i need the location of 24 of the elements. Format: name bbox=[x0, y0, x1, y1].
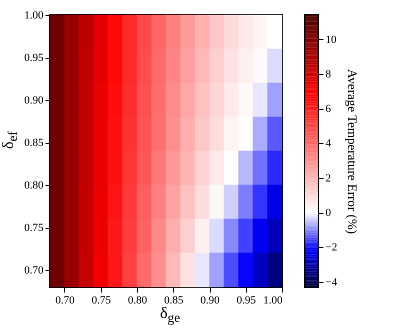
y-tick-label: 1.00 bbox=[24, 10, 44, 22]
color-bar-label: 8 bbox=[326, 68, 332, 80]
x-tick-label: 0.80 bbox=[128, 294, 148, 306]
y-tick-label: 0.85 bbox=[24, 137, 44, 149]
x-tick-label: 0.95 bbox=[236, 294, 256, 306]
color-bar-label: 6 bbox=[326, 103, 332, 116]
x-axis-title: δ$_{ge}$ bbox=[160, 305, 180, 326]
color-bar-label: 4 bbox=[326, 138, 332, 150]
x-tick-label: 0.85 bbox=[164, 294, 184, 306]
color-bar-label: 10 bbox=[326, 34, 337, 46]
color-bar-title: Average Temperature Error (%) bbox=[345, 69, 360, 234]
y-tick-label: 0.80 bbox=[24, 180, 44, 192]
x-tick-label: 1.00 bbox=[263, 294, 283, 306]
x-tick-label: 0.70 bbox=[55, 294, 76, 306]
x-tick-label: 0.75 bbox=[92, 294, 112, 306]
y-tick-label: 0.95 bbox=[24, 52, 44, 64]
color-bar-label: −4 bbox=[326, 276, 338, 288]
color-bar-label: 2 bbox=[326, 172, 331, 184]
color-bar-label: 0 bbox=[326, 207, 332, 220]
y-tick-label: 0.75 bbox=[24, 222, 44, 234]
y-tick-label: 0.70 bbox=[24, 264, 44, 276]
color-bar-label: −2 bbox=[326, 242, 338, 254]
x-tick-label: 0.90 bbox=[200, 294, 220, 306]
y-tick-label: 0.90 bbox=[24, 94, 44, 106]
